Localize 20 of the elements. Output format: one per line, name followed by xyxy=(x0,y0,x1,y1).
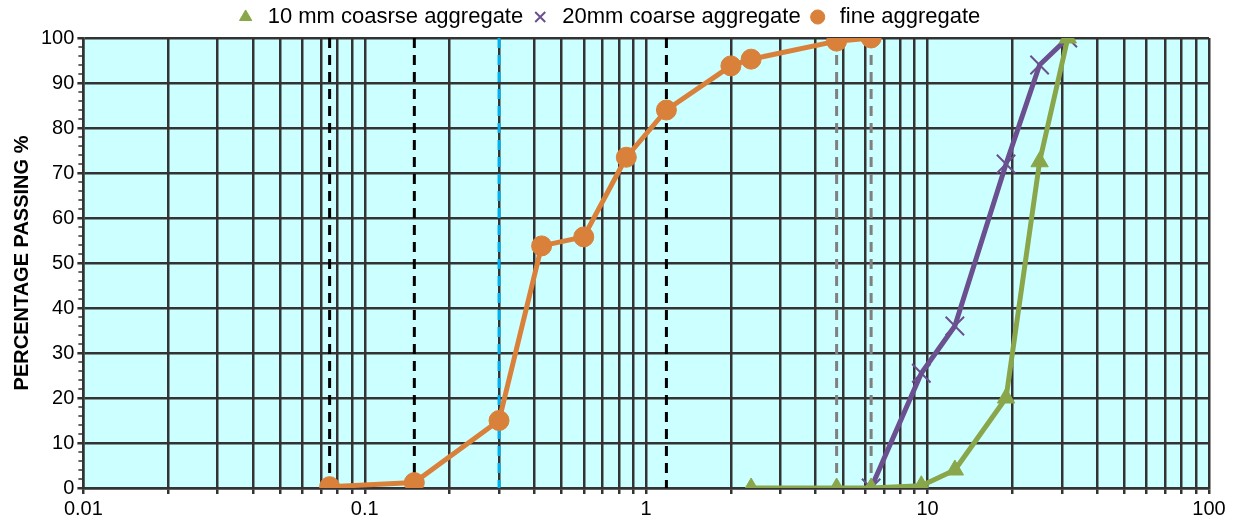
x-tick-label: 1 xyxy=(640,496,652,519)
y-tick-label: 30 xyxy=(52,340,75,363)
y-tick-label: 40 xyxy=(52,295,75,318)
y-tick-label: 70 xyxy=(52,160,75,183)
x-tick-label: 100 xyxy=(1192,496,1226,519)
x-tick-label: 0.01 xyxy=(63,496,103,519)
x-tick-label: 0.1 xyxy=(350,496,379,519)
legend-label: 10 mm coasrse aggregate xyxy=(267,3,524,29)
y-tick-label: 80 xyxy=(52,115,75,138)
y-tick-label: 90 xyxy=(52,70,75,93)
y-axis-title: PERCENTAGE PASSING % xyxy=(9,135,32,391)
legend-label: fine aggregate xyxy=(839,3,981,29)
y-tick-label: 20 xyxy=(52,385,75,408)
y-tick-label: 10 xyxy=(52,430,75,453)
y-tick-label: 0 xyxy=(63,475,75,498)
y-tick-label: 60 xyxy=(52,205,75,228)
y-tick-label: 100 xyxy=(40,25,75,48)
y-tick-label: 50 xyxy=(52,250,75,273)
legend-label: 20mm coarse aggregate xyxy=(562,3,801,29)
x-tick-label: 10 xyxy=(916,496,939,519)
